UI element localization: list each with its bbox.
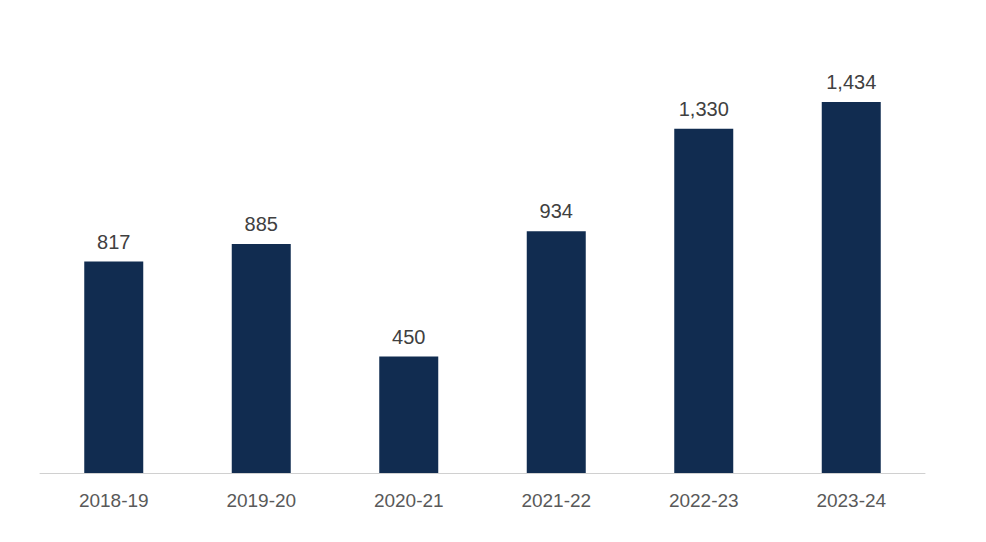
- svg-text:2022-23: 2022-23: [669, 490, 739, 511]
- svg-text:934: 934: [540, 200, 573, 222]
- svg-text:817: 817: [97, 231, 130, 253]
- svg-text:2020-21: 2020-21: [374, 490, 444, 511]
- svg-text:450: 450: [392, 326, 425, 348]
- svg-text:1,434: 1,434: [826, 71, 876, 93]
- svg-text:2018-19: 2018-19: [79, 490, 149, 511]
- svg-text:885: 885: [245, 213, 278, 235]
- svg-text:2019-20: 2019-20: [226, 490, 296, 511]
- svg-text:1,330: 1,330: [679, 98, 729, 120]
- svg-text:2021-22: 2021-22: [521, 490, 591, 511]
- svg-text:2023-24: 2023-24: [816, 490, 886, 511]
